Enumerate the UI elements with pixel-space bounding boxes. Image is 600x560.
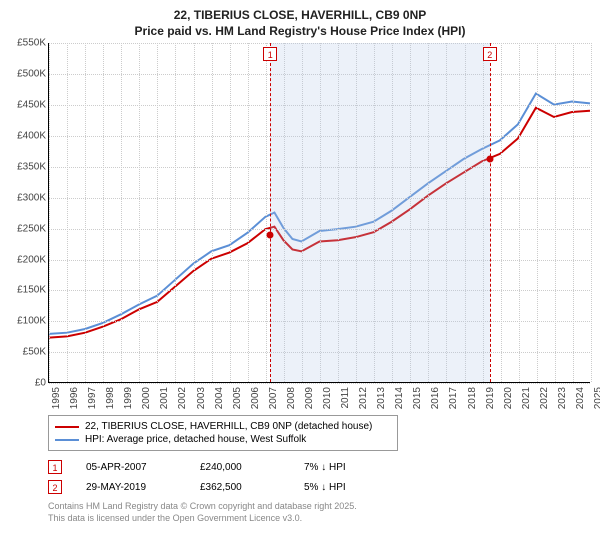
y-tick-label: £450K: [17, 100, 46, 111]
plot-region: 12: [48, 43, 590, 383]
vgrid-line: [121, 43, 122, 382]
x-tick-label: 2020: [503, 387, 514, 409]
x-tick-label: 2024: [575, 387, 586, 409]
vgrid-line: [157, 43, 158, 382]
x-tick-label: 2016: [430, 387, 441, 409]
x-tick-label: 2004: [214, 387, 225, 409]
x-tick-label: 2018: [467, 387, 478, 409]
y-tick-label: £0: [35, 378, 46, 389]
event-table: 1 05-APR-2007 £240,000 7% ↓ HPI 2 29-MAY-2019…: [48, 457, 590, 497]
vgrid-line: [49, 43, 50, 382]
x-tick-label: 1995: [51, 387, 62, 409]
copyright-line-2: This data is licensed under the Open Gov…: [48, 513, 590, 525]
vgrid-line: [103, 43, 104, 382]
vgrid-line: [501, 43, 502, 382]
x-tick-label: 1997: [87, 387, 98, 409]
vgrid-line: [230, 43, 231, 382]
copyright: Contains HM Land Registry data © Crown c…: [48, 501, 590, 524]
chart-container: 22, TIBERIUS CLOSE, HAVERHILL, CB9 0NP P…: [0, 0, 600, 560]
vgrid-line: [537, 43, 538, 382]
x-tick-label: 2022: [539, 387, 550, 409]
shade-band: [270, 43, 490, 382]
x-tick-label: 2019: [485, 387, 496, 409]
event-delta: 7% ↓ HPI: [304, 462, 346, 473]
event-row: 2 29-MAY-2019 £362,500 5% ↓ HPI: [48, 477, 590, 497]
vgrid-line: [212, 43, 213, 382]
x-axis-labels: 1995 1996 1997 1998 1999 2000 2001 2002 2003 2004…: [48, 383, 590, 415]
y-tick-label: £350K: [17, 161, 46, 172]
y-tick-label: £400K: [17, 130, 46, 141]
vgrid-line: [266, 43, 267, 382]
vgrid-line: [248, 43, 249, 382]
y-tick-label: £300K: [17, 192, 46, 203]
x-tick-label: 2023: [557, 387, 568, 409]
vgrid-line: [139, 43, 140, 382]
sale-point-marker: [486, 156, 493, 163]
legend-row: 22, TIBERIUS CLOSE, HAVERHILL, CB9 0NP (…: [55, 420, 391, 433]
y-axis-labels: £0£50K£100K£150K£200K£250K£300K£350K£400…: [10, 43, 48, 383]
event-number-box: 2: [48, 480, 62, 494]
x-tick-label: 2006: [250, 387, 261, 409]
y-tick-label: £100K: [17, 316, 46, 327]
legend: 22, TIBERIUS CLOSE, HAVERHILL, CB9 0NP (…: [48, 415, 398, 451]
x-tick-label: 1999: [123, 387, 134, 409]
x-tick-label: 2017: [448, 387, 459, 409]
x-tick-label: 2003: [196, 387, 207, 409]
marker-line: [490, 43, 491, 382]
event-price: £362,500: [200, 482, 280, 493]
legend-swatch: [55, 439, 79, 441]
x-tick-label: 1996: [69, 387, 80, 409]
event-number-box: 1: [48, 460, 62, 474]
legend-swatch: [55, 426, 79, 428]
y-tick-label: £500K: [17, 69, 46, 80]
vgrid-line: [591, 43, 592, 382]
vgrid-line: [85, 43, 86, 382]
x-tick-label: 2007: [268, 387, 279, 409]
vgrid-line: [194, 43, 195, 382]
x-tick-label: 2002: [177, 387, 188, 409]
x-tick-label: 2014: [394, 387, 405, 409]
x-tick-label: 2013: [376, 387, 387, 409]
copyright-line-1: Contains HM Land Registry data © Crown c…: [48, 501, 590, 513]
x-tick-label: 2000: [141, 387, 152, 409]
event-delta: 5% ↓ HPI: [304, 482, 346, 493]
title-line-1: 22, TIBERIUS CLOSE, HAVERHILL, CB9 0NP: [10, 8, 590, 24]
x-tick-label: 2011: [340, 387, 351, 409]
event-date: 29-MAY-2019: [86, 482, 176, 493]
x-tick-label: 2012: [358, 387, 369, 409]
x-tick-label: 2005: [232, 387, 243, 409]
legend-label: 22, TIBERIUS CLOSE, HAVERHILL, CB9 0NP (…: [85, 421, 372, 432]
y-tick-label: £200K: [17, 254, 46, 265]
y-tick-label: £50K: [23, 347, 46, 358]
title-line-2: Price paid vs. HM Land Registry's House …: [10, 24, 590, 40]
legend-label: HPI: Average price, detached house, West…: [85, 434, 306, 445]
x-tick-label: 2015: [412, 387, 423, 409]
vgrid-line: [555, 43, 556, 382]
y-tick-label: £550K: [17, 38, 46, 49]
event-date: 05-APR-2007: [86, 462, 176, 473]
y-tick-label: £250K: [17, 223, 46, 234]
marker-number-box: 2: [483, 47, 497, 61]
legend-row: HPI: Average price, detached house, West…: [55, 433, 391, 446]
vgrid-line: [67, 43, 68, 382]
x-tick-label: 2025: [593, 387, 600, 409]
event-row: 1 05-APR-2007 £240,000 7% ↓ HPI: [48, 457, 590, 477]
event-price: £240,000: [200, 462, 280, 473]
x-tick-label: 2001: [159, 387, 170, 409]
marker-line: [270, 43, 271, 382]
marker-number-box: 1: [263, 47, 277, 61]
chart-title: 22, TIBERIUS CLOSE, HAVERHILL, CB9 0NP P…: [10, 8, 590, 39]
x-tick-label: 2008: [286, 387, 297, 409]
x-tick-label: 2021: [521, 387, 532, 409]
y-tick-label: £150K: [17, 285, 46, 296]
chart-area: £0 £50K £100K £150K £200K £250K £300K £350K £400…: [10, 43, 590, 415]
vgrid-line: [573, 43, 574, 382]
vgrid-line: [519, 43, 520, 382]
sale-point-marker: [267, 231, 274, 238]
x-tick-label: 2010: [322, 387, 333, 409]
vgrid-line: [175, 43, 176, 382]
x-tick-label: 2009: [304, 387, 315, 409]
x-tick-label: 1998: [105, 387, 116, 409]
